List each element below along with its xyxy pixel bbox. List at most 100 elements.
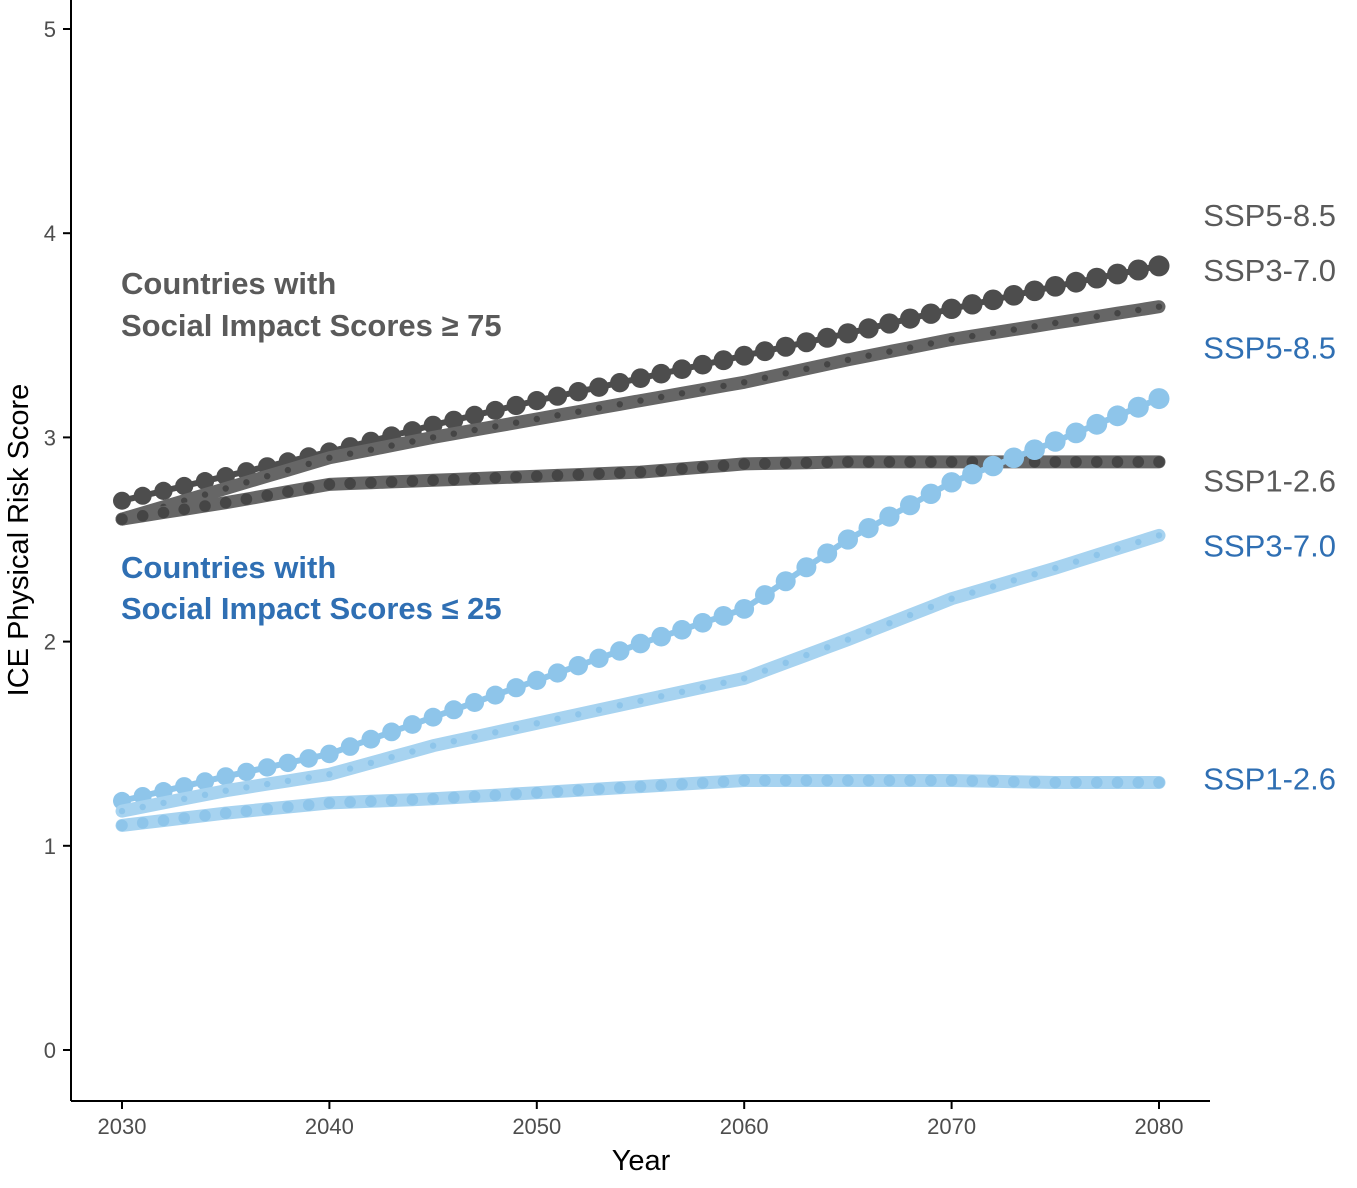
data-point — [427, 793, 439, 805]
data-point — [554, 412, 561, 419]
data-point — [651, 626, 671, 647]
data-point — [775, 336, 796, 357]
data-point — [199, 500, 211, 512]
data-point — [282, 485, 294, 498]
data-point — [240, 493, 253, 505]
y-axis-ticks: 0 1 2 3 4 5 — [44, 17, 71, 1063]
data-point — [299, 749, 319, 768]
end-label-low: SSP3-7.0 — [1203, 529, 1336, 564]
data-point — [323, 797, 336, 809]
data-point — [133, 486, 152, 505]
end-label-high: SSP3-7.0 — [1203, 253, 1336, 288]
group-label-low-line-1: Countries with — [121, 550, 336, 585]
data-point — [320, 744, 339, 764]
data-point — [741, 379, 748, 386]
data-point — [920, 483, 942, 504]
data-point — [755, 341, 775, 362]
data-point — [589, 377, 609, 397]
data-point — [201, 791, 209, 798]
data-point — [572, 784, 585, 797]
data-point — [1045, 431, 1066, 452]
data-point — [181, 795, 188, 802]
data-point — [344, 796, 356, 808]
data-point — [630, 368, 651, 389]
data-point — [734, 599, 755, 619]
data-point — [925, 456, 937, 468]
data-point — [1111, 456, 1124, 468]
series-low-ssp5-8-5 — [113, 388, 1170, 810]
data-point — [842, 774, 854, 787]
data-point — [533, 720, 540, 727]
data-point — [904, 774, 916, 787]
data-point — [403, 715, 422, 734]
data-point — [1028, 776, 1041, 788]
data-point — [824, 361, 831, 368]
data-point — [181, 497, 188, 504]
data-point — [388, 442, 395, 449]
data-point — [305, 460, 312, 468]
series-low-ssp1-2-6 — [115, 774, 1166, 832]
data-point — [906, 344, 914, 351]
data-point — [489, 472, 502, 484]
y-tick-label: 2 — [44, 630, 56, 655]
data-point — [862, 456, 875, 468]
data-point — [966, 775, 979, 787]
data-point — [844, 356, 852, 363]
data-point — [367, 446, 375, 453]
x-tick-label: 2070 — [927, 1114, 976, 1139]
data-point — [989, 583, 997, 590]
data-point — [678, 688, 686, 695]
data-point — [344, 477, 356, 490]
data-point — [1072, 558, 1080, 565]
data-point — [614, 467, 626, 479]
data-point — [879, 313, 900, 334]
data-point — [1031, 323, 1038, 330]
data-point — [323, 478, 336, 491]
data-point — [920, 303, 942, 324]
data-point — [759, 774, 771, 787]
data-point — [222, 787, 229, 794]
data-point — [444, 700, 464, 720]
data-point — [1010, 577, 1017, 584]
data-point — [948, 595, 955, 602]
data-point — [1010, 326, 1017, 333]
data-point — [302, 799, 315, 811]
data-point — [485, 685, 505, 705]
data-point — [1003, 447, 1025, 469]
data-point — [886, 620, 893, 627]
data-point — [779, 774, 792, 787]
data-point — [116, 819, 128, 832]
data-point — [962, 294, 983, 315]
data-point — [989, 329, 997, 336]
data-point — [1008, 775, 1020, 788]
data-point — [699, 684, 706, 691]
data-point — [610, 373, 630, 393]
data-point — [821, 456, 833, 469]
data-point — [465, 693, 485, 712]
data-point — [264, 780, 271, 788]
data-point — [658, 393, 665, 401]
data-point — [738, 458, 750, 470]
data-point — [284, 466, 292, 474]
data-point — [406, 793, 419, 806]
data-point — [900, 308, 921, 329]
end-label-high: SSP5-8.5 — [1203, 198, 1336, 233]
data-point — [800, 774, 813, 787]
data-point — [630, 633, 651, 654]
group-label-low-line-2: Social Impact Scores ≤ 25 — [121, 591, 502, 626]
data-point — [824, 644, 831, 651]
data-point — [178, 812, 190, 824]
data-point — [593, 467, 605, 480]
data-point — [471, 733, 478, 740]
data-point — [883, 456, 896, 468]
data-point — [492, 729, 499, 736]
data-point — [761, 667, 769, 674]
data-point — [365, 795, 377, 808]
data-point — [803, 651, 810, 659]
data-point — [1093, 551, 1101, 559]
data-point — [551, 469, 564, 482]
data-point — [448, 791, 460, 804]
data-point — [1155, 303, 1163, 310]
data-point — [367, 759, 375, 767]
data-point — [720, 382, 727, 390]
